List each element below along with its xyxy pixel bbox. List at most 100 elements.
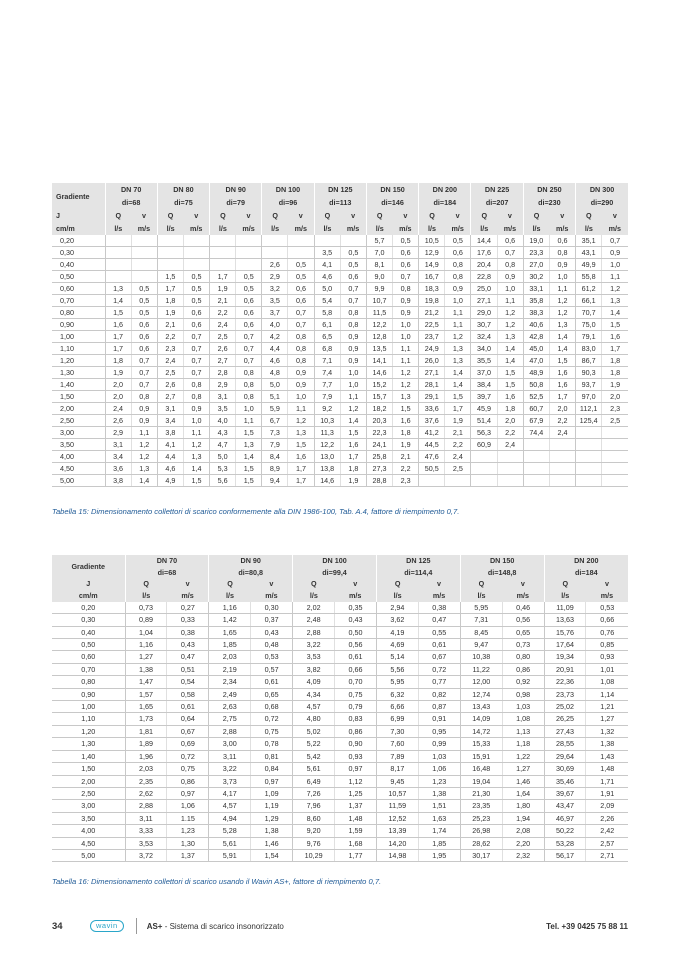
pipe-size-header: DN 150 (459, 555, 545, 567)
velocity-cell (548, 462, 576, 475)
velocity-cell: 0,75 (334, 688, 377, 702)
flow-header: Q (575, 209, 602, 222)
velocity-cell: 1,27 (585, 712, 628, 726)
velocity-cell: 0,98 (501, 688, 545, 702)
flow-cell: 93,7 (575, 378, 602, 391)
gradient-cell: 1,10 (52, 712, 125, 726)
flow-cell: 3,53 (292, 650, 335, 664)
flow-cell: 1,5 (104, 306, 132, 319)
flow-cell: 32,4 (470, 330, 498, 343)
flow-cell: 28,55 (543, 737, 586, 751)
velocity-cell (182, 246, 210, 259)
table-row: 1,30 1,89 0,69 3,00 0,78 5,22 0,90 7,60 0,99 15,3… (52, 737, 628, 751)
flow-cell: 1,7 (104, 330, 132, 343)
velocity-cell: 0,86 (501, 663, 545, 677)
flow-cell: 55,8 (575, 270, 602, 283)
velocity-cell: 1,48 (334, 812, 377, 826)
velocity-cell: 0,8 (444, 258, 471, 271)
flow-header: Q (459, 578, 503, 591)
flow-cell: 21,2 (418, 306, 445, 319)
flow-cell: 23,7 (418, 330, 445, 343)
velocity-cell: 1,71 (585, 775, 628, 788)
table-row: 0,30 0,89 0,33 1,42 0,37 2,48 0,43 3,62 0,47 7,31… (52, 613, 628, 627)
flow-cell: 4,80 (292, 712, 335, 726)
flow-cell: 2,35 (124, 775, 167, 788)
flow-cell: 5,91 (208, 849, 251, 863)
flow-cell (575, 462, 602, 475)
velocity-cell: 0,8 (392, 282, 419, 295)
inner-diameter-header: di=184 (543, 566, 628, 579)
velocity-cell: 1,7 (287, 474, 315, 487)
velocity-cell: 2,0 (601, 390, 628, 403)
flow-cell: 2,63 (208, 700, 251, 714)
flow-cell: 1,9 (209, 282, 236, 295)
velocity-unit: m/s (340, 222, 367, 235)
flow-cell: 5,8 (313, 306, 341, 319)
flow-cell: 12,2 (365, 318, 393, 331)
flow-cell: 1,04 (124, 626, 167, 640)
table-row: 1,50 2,03 0,75 3,22 0,84 5,61 0,97 8,17 1,06 16,4… (52, 762, 628, 776)
velocity-cell: 1,4 (235, 450, 262, 463)
pipe-size-header: DN 100 (261, 183, 315, 196)
flow-cell: 4,6 (313, 270, 341, 283)
flow-header: Q (543, 578, 586, 591)
velocity-cell: 0,5 (182, 282, 210, 295)
velocity-cell (601, 462, 628, 475)
flow-cell: 24,1 (365, 438, 393, 451)
flow-cell: 18,3 (418, 282, 445, 295)
velocity-cell: 1,3 (235, 438, 262, 451)
flow-cell (575, 450, 602, 463)
flow-cell: 1,7 (209, 270, 236, 283)
flow-cell: 44,5 (418, 438, 445, 451)
velocity-cell: 0,8 (496, 258, 524, 271)
velocity-cell: 1,6 (287, 450, 315, 463)
velocity-cell: 2,4 (444, 450, 471, 463)
flow-cell: 30,17 (459, 849, 503, 863)
flow-cell: 22,5 (418, 318, 445, 331)
table-row: 0,30 3,5 0,5 7,0 0,6 12,9 0,6 17,6 0,7 23,3 0,8 43,… (52, 246, 628, 259)
flow-cell: 17,64 (543, 638, 586, 652)
gradient-cell: 2,50 (52, 414, 105, 427)
flow-cell: 30,69 (543, 762, 586, 776)
flow-cell: 7,26 (292, 787, 335, 801)
velocity-cell: 1,22 (501, 750, 545, 764)
velocity-cell: 1,9 (392, 438, 419, 451)
flow-cell: 3,8 (104, 474, 132, 487)
flow-cell: 5,0 (209, 450, 236, 463)
flow-cell: 1,5 (156, 270, 184, 283)
velocity-cell: 0,7 (182, 354, 210, 367)
flow-cell: 43,47 (543, 799, 586, 813)
flow-header: Q (470, 209, 498, 222)
flow-cell: 2,1 (209, 294, 236, 307)
flow-cell: 4,17 (208, 787, 251, 801)
table-row: 2,50 2,62 0,97 4,17 1,09 7,26 1,25 10,57 1,38 21,… (52, 787, 628, 801)
velocity-cell: 1,5 (392, 402, 419, 415)
flow-cell: 22,3 (365, 426, 393, 439)
velocity-cell: 0,97 (250, 775, 293, 788)
gradient-cell: 1,40 (52, 750, 125, 764)
flow-cell: 1,89 (124, 737, 167, 751)
velocity-cell: 0,79 (334, 700, 377, 714)
flow-cell: 10,7 (365, 294, 393, 307)
flow-cell: 1,3 (104, 282, 132, 295)
velocity-cell: 0,83 (334, 712, 377, 726)
table-row: 0,90 1,6 0,6 2,1 0,6 2,4 0,6 4,0 0,7 6,1 0,8 12,2 1,… (52, 318, 628, 331)
table-row: 1,20 1,81 0,67 2,88 0,75 5,02 0,86 7,30 0,95 14,7… (52, 725, 628, 739)
inner-diameter-header: di=99,4 (292, 566, 377, 579)
flow-cell: 2,7 (156, 390, 184, 403)
flow-cell: 60,9 (470, 438, 498, 451)
flow-cell: 2,4 (104, 402, 132, 415)
flow-cell: 2,19 (208, 663, 251, 677)
velocity-cell: 1,2 (548, 294, 576, 307)
velocity-cell: 0,9 (182, 402, 210, 415)
flow-cell: 6,5 (313, 330, 341, 343)
flow-cell: 3,7 (261, 306, 288, 319)
velocity-cell: 1,08 (501, 712, 545, 726)
flow-cell: 5,61 (292, 762, 335, 776)
velocity-cell: 0,7 (339, 282, 367, 295)
flow-cell: 6,1 (313, 318, 341, 331)
velocity-cell (182, 235, 210, 247)
flow-cell (522, 438, 550, 451)
velocity-cell: 1,1 (392, 354, 419, 367)
velocity-cell: 0,5 (339, 258, 367, 271)
